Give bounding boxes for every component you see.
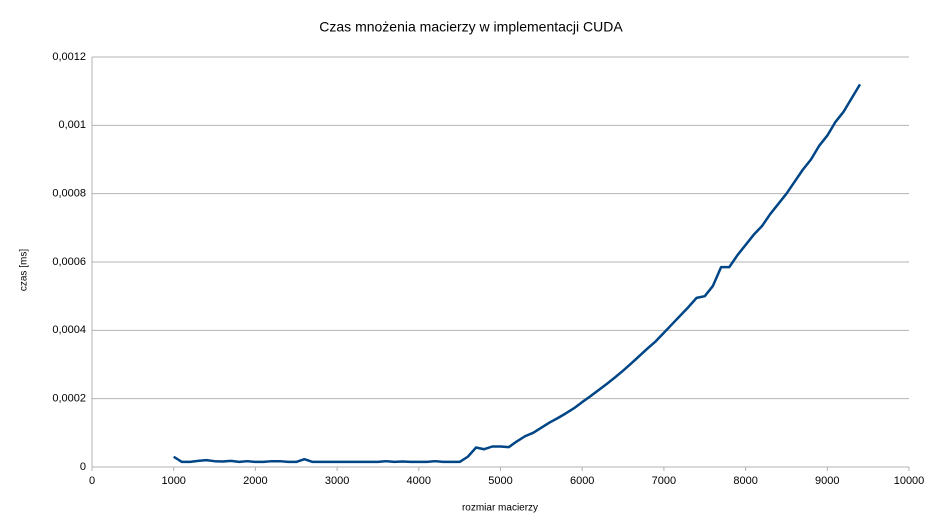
x-tick-label: 5000 [488,475,512,487]
y-axis-label: czas [ms] [19,249,30,291]
y-tick-label: 0,0008 [52,188,86,200]
line-series [173,83,862,464]
x-tick-label: 4000 [407,475,431,487]
y-tick-label: 0 [80,461,86,473]
x-axis-label: rozmiar macierzy [462,503,538,514]
x-tick-label: 0 [89,475,95,487]
y-tick-label: 0,0006 [52,256,86,268]
x-tick-label: 2000 [243,475,267,487]
x-tick-label: 1000 [161,475,185,487]
x-tick-label: 6000 [570,475,594,487]
y-tick-label: 0,0002 [52,393,86,405]
x-tick-label: 10000 [894,475,925,487]
chart-title: Czas mnożenia macierzy w implementacji C… [319,19,623,35]
y-tick-label: 0,001 [58,119,86,131]
x-tick-label: 7000 [652,475,676,487]
x-tick-label: 9000 [815,475,839,487]
y-tick-label: 0,0012 [52,51,86,63]
x-tick-label: 3000 [325,475,349,487]
x-tick-label: 8000 [733,475,757,487]
y-tick-label: 0,0004 [52,324,86,336]
